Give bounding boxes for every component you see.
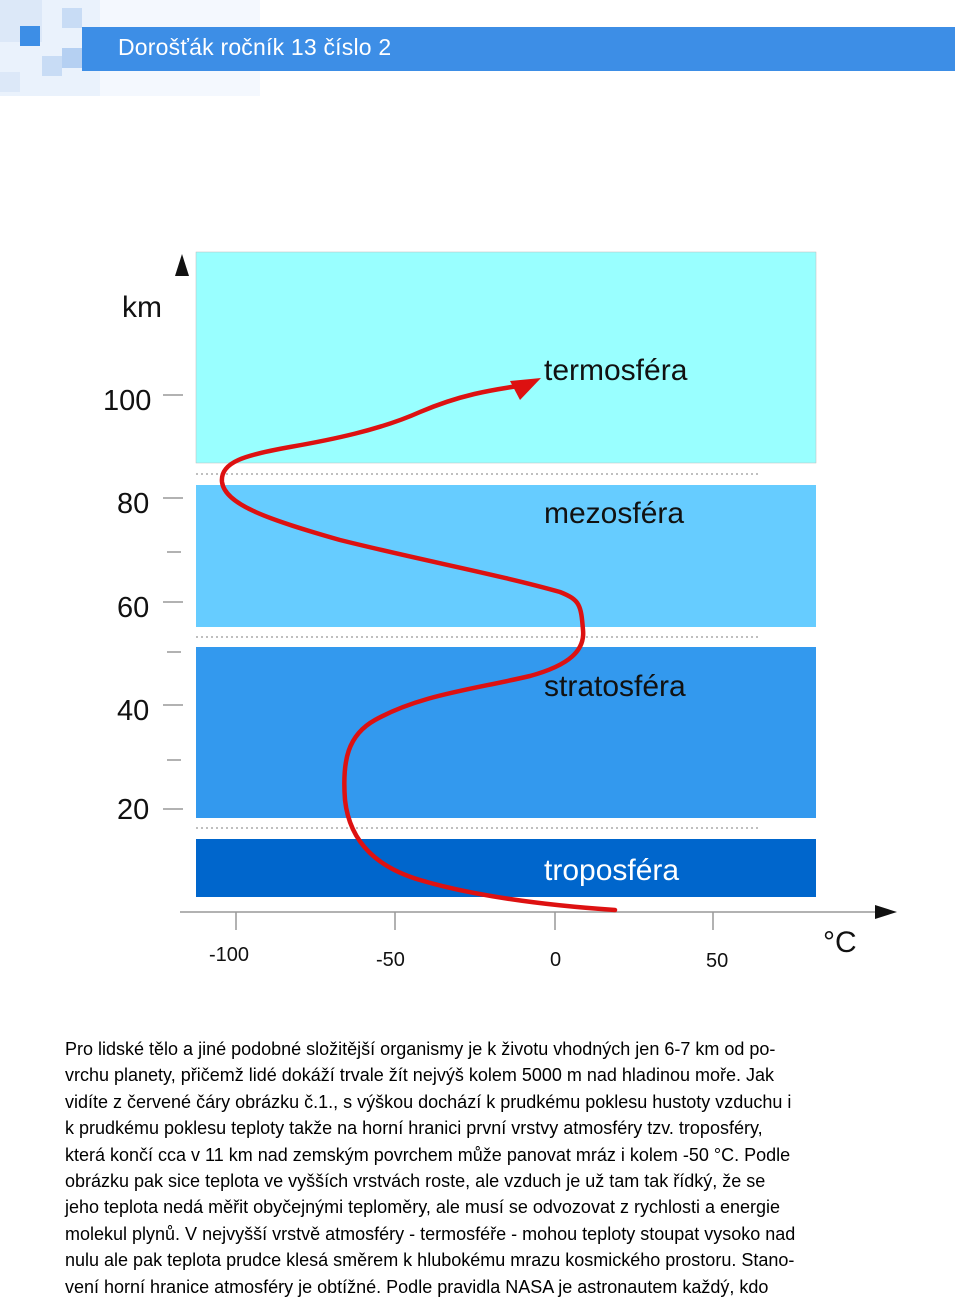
temperature-curve xyxy=(219,382,618,913)
body-line: molekul plynů. V nejvyšší vrstvě atmosfé… xyxy=(65,1223,796,1244)
y-tick-label: 60 xyxy=(117,592,149,624)
y-tick-label: 40 xyxy=(117,695,149,727)
layer-band-termosfera xyxy=(195,251,817,464)
body-line: vení horní hranice atmosféry je obtížné.… xyxy=(65,1276,769,1297)
layer-band-stratosfera xyxy=(196,647,816,818)
body-line: jeho teplota nedá měřit obyčejnými teplo… xyxy=(65,1197,781,1218)
x-axis-unit: °C xyxy=(823,926,857,959)
layer-label-mezosfera: mezosféra xyxy=(544,497,684,530)
atmosphere-figure: km 100 80 60 40 20 -100 -50 0 50 °C term… xyxy=(103,251,897,972)
layer-label-troposfera: troposféra xyxy=(544,854,679,887)
body-line: která končí cca v 11 km nad zemským povr… xyxy=(65,1144,791,1165)
y-ticks xyxy=(163,394,183,810)
body-line: obrázku pak sice teplota ve vyšších vrst… xyxy=(65,1171,766,1192)
header-title: Dorošťák ročník 13 číslo 2 xyxy=(118,34,392,60)
body-line: vidíte z červené čáry obrázku č.1., s vý… xyxy=(65,1091,792,1112)
header-bar xyxy=(82,27,955,71)
layer-label-stratosfera: stratosféra xyxy=(544,670,686,703)
body-line: k prudkému poklesu teploty takže na horn… xyxy=(65,1118,763,1139)
x-tick-label: 50 xyxy=(706,950,728,972)
layer-band-mezosfera xyxy=(196,485,816,627)
layer-label-termosfera: termosféra xyxy=(544,354,688,387)
x-tick-label: -50 xyxy=(376,949,405,971)
y-tick-label: 80 xyxy=(117,488,149,520)
y-tick-label: 20 xyxy=(117,794,149,826)
y-axis-unit: km xyxy=(122,291,162,324)
body-line: Pro lidské tělo a jiné podobné složitějš… xyxy=(65,1039,776,1059)
curve-arrowhead-icon xyxy=(510,378,541,400)
x-tick-label: -100 xyxy=(209,944,249,966)
body-line: vrchu planety, přičemž lidé dokáží trval… xyxy=(65,1065,775,1086)
x-tick-label: 0 xyxy=(550,949,561,971)
body-text: Pro lidské tělo a jiné podobné složitějš… xyxy=(65,1036,885,1300)
layer-band-troposfera xyxy=(196,839,816,897)
x-axis-arrow-icon xyxy=(875,905,897,919)
body-line: nulu ale pak teplota prudce klesá směrem… xyxy=(65,1250,795,1271)
y-axis-arrow-icon xyxy=(175,254,189,276)
y-tick-label: 100 xyxy=(103,385,151,417)
